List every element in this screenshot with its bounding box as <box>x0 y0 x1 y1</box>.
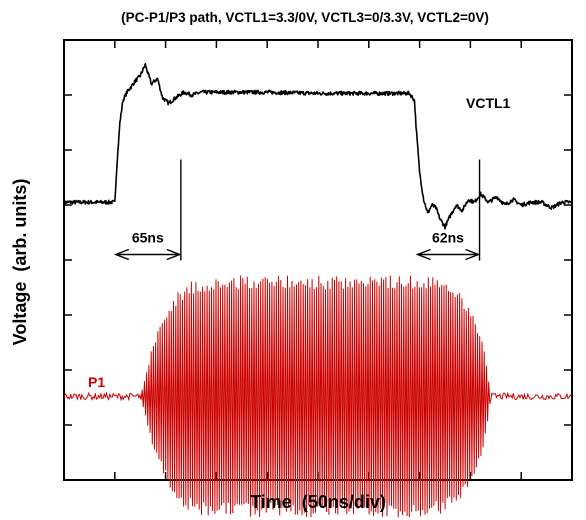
annotation-arrowheads <box>415 248 481 261</box>
annotation-label: 65ns <box>132 230 164 246</box>
y-axis-label: Voltage (arb. units) <box>10 179 30 346</box>
x-axis-label: Time (50ns/div) <box>250 492 386 512</box>
series-line-p1 <box>63 275 572 518</box>
series-line-vctl1 <box>63 62 573 230</box>
annotation-0: 65ns <box>113 159 182 261</box>
annotation-arrowheads <box>113 248 182 261</box>
axis-ticks <box>64 40 572 480</box>
series-label-vctl1: VCTL1 <box>466 95 511 111</box>
series-label-p1: P1 <box>88 374 105 390</box>
annotation-label: 62ns <box>432 230 464 246</box>
plot-area <box>63 62 573 518</box>
chart-title: (PC-P1/P3 path, VCTL1=3.3/0V, VCTL3=0/3.… <box>121 10 489 25</box>
annotation-1: 62ns <box>415 159 481 261</box>
annotations: 65ns 62ns <box>113 159 481 261</box>
